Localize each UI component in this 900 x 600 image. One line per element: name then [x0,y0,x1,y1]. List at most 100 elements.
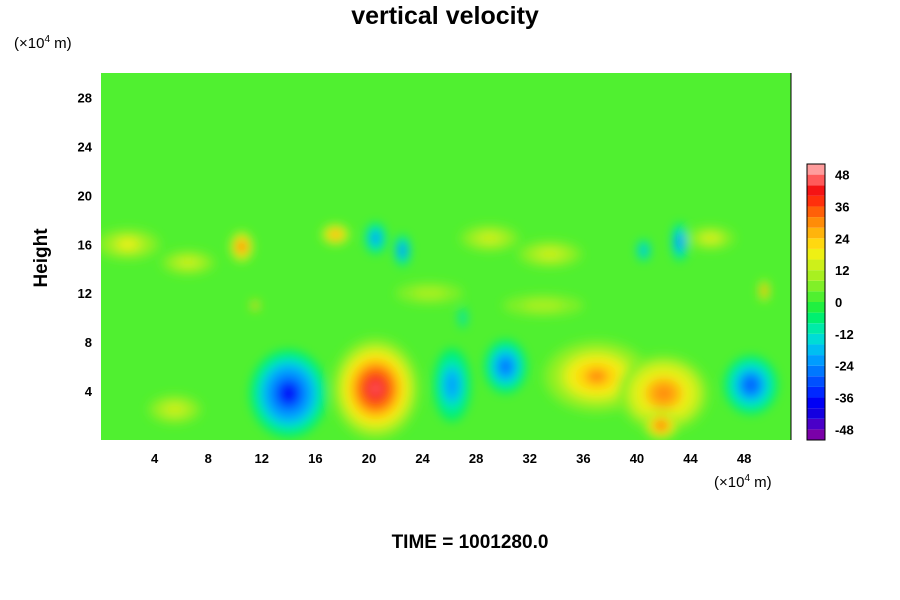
field-feature [161,250,215,275]
field-contour [239,244,244,249]
field-feature [758,279,770,302]
colorbar-swatch [807,206,825,218]
field-feature [395,282,463,305]
colorbar-tick-label: 12 [835,263,849,278]
field-contour [746,380,756,390]
field-contour [523,299,564,311]
colorbar: 48 36 24 12 0 -12 -24 -36 -48 [806,163,855,441]
x-tick-label: 8 [205,451,212,466]
x-unit-base: (×10 [714,474,745,491]
field-contour [763,288,766,293]
field-contour [641,247,646,254]
chart-title: vertical velocity [351,2,539,30]
field-contour [501,361,510,372]
field-feature [229,230,254,263]
colorbar-swatch [807,217,825,228]
field-contour [283,387,295,400]
colorbar-swatch [807,376,825,387]
colorbar-swatch [807,386,825,398]
field-feature [517,240,582,268]
colorbar-tick-label: 24 [835,231,850,246]
field-contour [678,237,682,246]
colorbar-tick-label: 0 [835,295,842,310]
field-feature [618,354,710,433]
colorbar-swatch [807,302,825,313]
field-feature [249,349,328,438]
colorbar-swatch [807,291,825,302]
field-contour [539,249,561,259]
field-contour [412,287,447,299]
colorbar-tick-label: -36 [835,391,854,406]
y-unit-base: (×10 [14,35,45,52]
field-feature [671,222,688,262]
y-tick-label: 28 [78,90,92,105]
field-feature [484,339,528,394]
x-tick-label: 16 [308,451,322,466]
colorbar-swatch [807,312,825,324]
colorbar-swatch [807,259,825,271]
colorbar-swatch [807,365,825,377]
y-unit-exponent: 4 [44,34,51,45]
x-tick-label: 24 [415,451,430,466]
x-axis-unit: (×104 m) [714,473,772,491]
field-contour [586,369,608,384]
colorbar-swatch [807,227,825,239]
x-unit-tail: m) [750,474,772,491]
colorbar-swatch [807,355,825,366]
field-contour [461,313,465,322]
field-contour [698,232,723,245]
field-feature [643,410,679,440]
field-feature [502,294,584,317]
colorbar-tick-label: -12 [835,327,854,342]
x-tick-label: 44 [683,451,698,466]
field-contour [333,232,338,237]
colorbar-swatch [807,429,825,440]
colorbar-swatch [807,323,825,334]
y-unit-tail: m) [50,35,72,52]
colorbar-swatch [807,238,825,249]
field-feature [394,234,411,267]
field-feature [686,225,735,251]
field-feature [460,224,520,252]
field-feature [147,394,202,425]
field-contour [400,247,405,254]
colorbar-swatch [807,280,825,292]
x-tick-label: 4 [151,451,159,466]
colorbar-tick-label: 48 [835,168,849,183]
field-contour [479,233,500,243]
field-contour [117,238,139,250]
x-tick-label: 12 [255,451,269,466]
y-tick-label: 4 [85,384,93,399]
colorbar-swatch [807,195,825,207]
colorbar-tick-label: 36 [835,199,849,214]
colorbar-swatch [807,333,825,345]
x-tick-label: 28 [469,451,483,466]
colorbar-swatch [807,408,825,419]
y-tick-label: 20 [78,188,92,203]
field-contour [254,304,257,307]
field-feature [101,228,160,261]
y-tick-label: 8 [85,335,92,350]
field-contour [373,234,378,242]
colorbar-swatch [807,185,825,196]
field-feature [636,239,651,262]
field-feature [724,355,778,415]
field-feature [458,306,467,329]
colorbar-tick-label: -48 [835,422,854,437]
x-unit-exponent: 4 [744,473,751,484]
field-feature [331,337,420,440]
colorbar-tick-label: -24 [835,359,855,374]
field-feature [320,223,351,246]
field-contour [179,258,198,267]
x-tick-label: 48 [737,451,751,466]
colorbar-swatch [807,248,825,260]
colorbar-swatch [807,397,825,409]
y-axis-unit: (×104 m) [14,34,72,52]
field-contour [658,423,664,428]
field-feature [251,299,260,312]
field-contour [447,375,457,395]
x-tick-label: 36 [576,451,590,466]
field-contour [165,404,184,415]
x-tick-label: 32 [523,451,537,466]
